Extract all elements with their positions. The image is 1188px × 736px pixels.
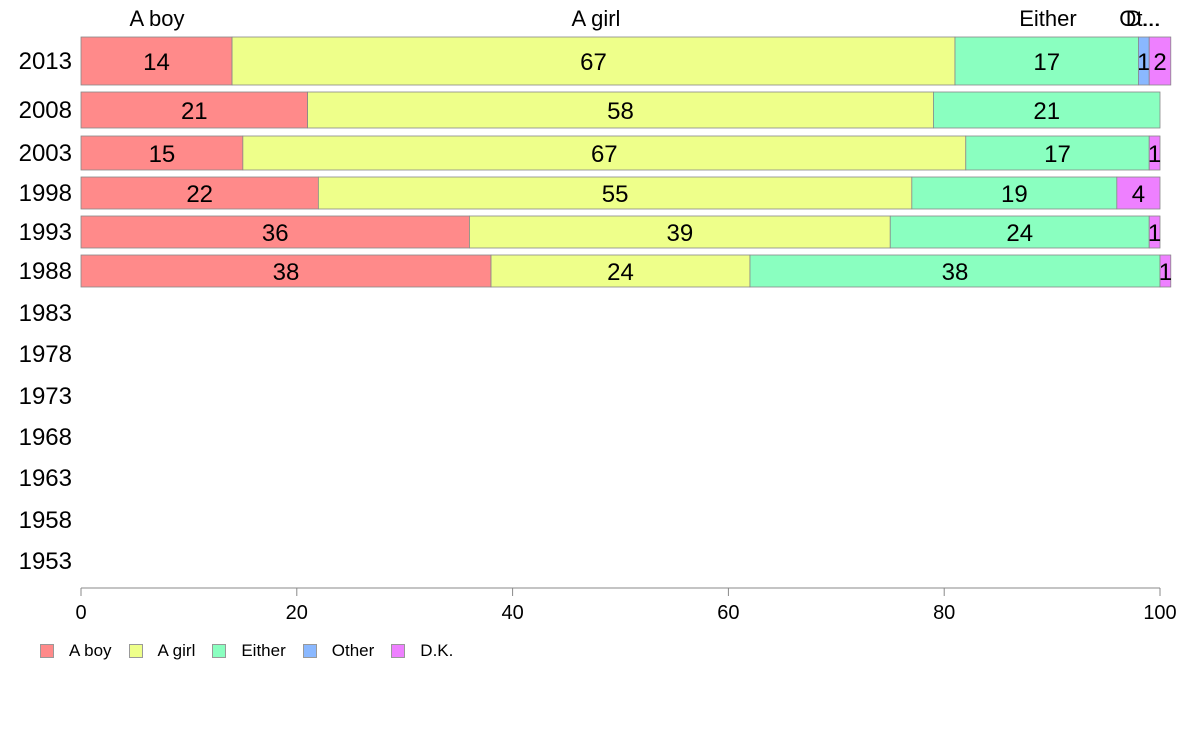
data-label: 1 [1148, 220, 1161, 247]
bar-segment-either [889, 215, 1150, 249]
legend-label: Other [331, 641, 375, 660]
legend-item: Other [302, 641, 375, 661]
y-tick-label: 1978 [19, 341, 72, 368]
data-label: 39 [666, 220, 693, 247]
bar-segment-either [954, 36, 1139, 86]
data-label: 55 [602, 181, 629, 208]
data-label: 1 [1148, 141, 1161, 168]
legend-swatch [40, 644, 54, 658]
legend: A boy A girl Either Other D.K. [40, 641, 470, 661]
data-label: 14 [143, 49, 170, 76]
data-label: 15 [149, 141, 176, 168]
data-label: 67 [591, 141, 618, 168]
bar-segment-a-boy [80, 36, 233, 86]
data-label: 67 [580, 49, 607, 76]
data-label: 58 [607, 98, 634, 125]
data-label: 38 [942, 259, 969, 286]
bar-segment-a-boy [80, 91, 308, 129]
y-axis-labels: 2013 2008 2003 1998 1993 1988 1983 1978 1973 1968… [19, 48, 72, 575]
bar-segment-a-boy [80, 215, 470, 249]
y-tick-label: 2008 [19, 97, 72, 124]
data-label: 1 [1159, 259, 1172, 286]
data-label: 19 [1001, 181, 1028, 208]
top-series-label: Ot... [1119, 6, 1161, 31]
bar-segment-a-girl [242, 135, 967, 171]
bar-segment-a-girl [231, 36, 956, 86]
data-label: 22 [186, 181, 213, 208]
x-tick-label: 20 [286, 602, 308, 624]
bar-segment-a-girl [490, 254, 751, 288]
y-tick-label: 1958 [19, 507, 72, 534]
bar-segment-a-boy [80, 254, 492, 288]
top-series-label: D... [1126, 6, 1160, 31]
bar-segment-a-boy [80, 135, 244, 171]
top-series-label: A girl [572, 6, 621, 31]
legend-label: Either [241, 641, 286, 660]
data-label: 36 [262, 220, 289, 247]
y-tick-label: 1963 [19, 465, 72, 492]
bar-segment-a-girl [469, 215, 891, 249]
y-tick-label: 1973 [19, 383, 72, 410]
x-axis: 0 20 40 60 80 100 [75, 587, 1177, 624]
bar-segment-d-k [1148, 36, 1172, 86]
bar-segment-either [749, 254, 1161, 288]
x-tick-label: 60 [717, 602, 739, 624]
bar-segment-a-boy [80, 176, 319, 210]
x-tick-label: 0 [75, 602, 86, 624]
y-tick-label: 1953 [19, 548, 72, 575]
legend-swatch [302, 644, 317, 658]
data-label: 17 [1044, 141, 1071, 168]
bar-segment-d-k [1159, 254, 1172, 288]
legend-item: D.K. [391, 641, 453, 661]
top-series-label: Either [1019, 6, 1076, 31]
x-tick-label: 100 [1143, 602, 1176, 624]
legend-item: A boy [40, 641, 112, 661]
data-label: 1 [1137, 49, 1150, 76]
y-tick-label: 1988 [19, 258, 72, 285]
legend-label: A boy [69, 641, 112, 660]
legend-item: A girl [128, 641, 196, 661]
stacked-bar-chart: A boy A girl Either Ot...D... 2013 2008 2003 1… [19, 6, 1177, 624]
x-tick-label: 80 [933, 602, 955, 624]
y-tick-label: 2013 [19, 48, 72, 75]
data-label: 4 [1132, 181, 1145, 208]
data-label: 17 [1033, 49, 1060, 76]
top-series-labels: A boy A girl Either Ot...D... [129, 6, 1160, 31]
data-label: 2 [1153, 49, 1166, 76]
legend-swatch [212, 644, 227, 658]
x-tick-label: 40 [501, 602, 523, 624]
bar-segment-d-k [1148, 135, 1161, 171]
y-tick-label: 2003 [19, 140, 72, 167]
bar-segment-d-k [1116, 176, 1161, 210]
y-tick-label: 1998 [19, 180, 72, 207]
data-label: 38 [273, 259, 300, 286]
legend-item: Either [212, 641, 286, 661]
bar-segment-either [933, 91, 1161, 129]
legend-swatch [391, 644, 406, 658]
data-label: 24 [607, 259, 634, 286]
bar-segment-either [911, 176, 1118, 210]
data-label: 24 [1006, 220, 1033, 247]
bar-segment-d-k [1148, 215, 1161, 249]
y-tick-label: 1993 [19, 219, 72, 246]
data-label: 21 [1033, 98, 1060, 125]
legend-swatch [128, 644, 143, 658]
legend-label: A girl [157, 641, 196, 660]
legend-label: D.K. [420, 641, 454, 660]
bar-segment-a-girl [307, 91, 934, 129]
y-tick-label: 1968 [19, 424, 72, 451]
top-series-label: A boy [129, 6, 184, 31]
y-tick-label: 1983 [19, 300, 72, 327]
data-label: 21 [181, 98, 208, 125]
